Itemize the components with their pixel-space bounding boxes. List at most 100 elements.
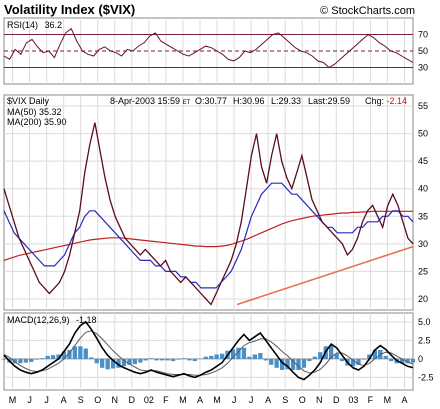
macd-tick-labels: -2.5 0 2.5 5.0 xyxy=(418,317,434,383)
histogram-bar xyxy=(56,354,61,359)
histogram-bar xyxy=(149,358,154,359)
histogram-bar xyxy=(329,345,334,359)
histogram-bar xyxy=(116,358,121,368)
x-tick-label: 02 xyxy=(144,395,154,405)
histogram-bar xyxy=(170,358,176,362)
macd-label: MACD(12,26,9) -1.18 xyxy=(7,315,97,325)
x-tick-label: 03 xyxy=(348,395,358,405)
histogram-bar xyxy=(29,358,34,362)
histogram-bar xyxy=(165,358,170,361)
x-tick-label: A xyxy=(197,395,203,405)
histogram-bar xyxy=(405,358,410,364)
rsi-name: RSI(14) xyxy=(7,20,38,30)
histogram-bar xyxy=(138,358,143,363)
macd-line xyxy=(3,320,414,381)
histogram-bar xyxy=(269,358,274,365)
y-tick-label: 35 xyxy=(418,211,428,221)
histogram-bar xyxy=(160,358,165,361)
x-tick-label: N xyxy=(112,395,119,405)
histogram-bar xyxy=(247,356,252,359)
x-tick-label: M xyxy=(179,395,187,405)
histogram-bar xyxy=(12,358,18,364)
histogram-bar xyxy=(181,358,187,359)
x-tick-label: J xyxy=(232,395,237,405)
rsi-label: RSI(14) 36.2 xyxy=(7,20,62,30)
price-high: H:30.96 xyxy=(233,96,265,106)
histogram-bar xyxy=(154,358,159,361)
price-low: L:29.33 xyxy=(271,96,301,106)
histogram-bar xyxy=(203,356,208,359)
chart-title: Volatility Index ($VIX) xyxy=(4,2,135,17)
price-symbol: $VIX Daily xyxy=(7,96,50,106)
x-axis-labels: M J J A S O N D 02 F M A M J J A S O N D 03 F M A xyxy=(9,395,408,405)
histogram-bar xyxy=(340,358,345,362)
price-last: Last:29.59 xyxy=(308,96,350,106)
price-line xyxy=(3,122,414,306)
histogram-bar xyxy=(280,358,285,370)
histogram-bar xyxy=(67,350,72,359)
price-frame xyxy=(3,94,414,311)
macd-name: MACD(12,26,9) xyxy=(7,315,70,325)
histogram-bar xyxy=(187,358,192,361)
x-tick-label: A xyxy=(61,395,67,405)
histogram-bar xyxy=(334,353,339,359)
ma200-legend: MA(200) 35.90 xyxy=(7,117,67,127)
price-date: 8-Apr-2003 15:59 xyxy=(110,96,180,106)
histogram-bar xyxy=(220,353,225,359)
x-tick-label: O xyxy=(94,395,101,405)
y-tick-label: 20 xyxy=(418,294,428,304)
histogram-bar xyxy=(83,348,88,359)
y-tick-label: 45 xyxy=(418,156,428,166)
histogram-bar xyxy=(301,358,307,368)
histogram-bar xyxy=(296,358,301,370)
histogram-bar xyxy=(105,358,110,370)
histogram-bar xyxy=(1,358,7,360)
histogram-bar xyxy=(34,358,39,360)
price-date-et: ET xyxy=(183,100,191,106)
x-tick-label: J xyxy=(44,395,49,405)
histogram-bar xyxy=(372,350,377,359)
histogram-bar xyxy=(399,358,405,364)
rsi-value: 36.2 xyxy=(45,20,63,30)
rsi-reference-lines xyxy=(4,34,413,68)
x-tick-label: D xyxy=(333,395,340,405)
y-tick-label: -2.5 xyxy=(418,372,434,382)
histogram-bar xyxy=(230,349,236,359)
x-tick-label: S xyxy=(282,395,288,405)
x-tick-label: D xyxy=(129,395,136,405)
y-tick-label: 2.5 xyxy=(418,335,431,345)
x-tick-label: A xyxy=(401,395,407,405)
histogram-bar xyxy=(72,346,77,359)
x-tick-label: O xyxy=(299,395,306,405)
histogram-bar xyxy=(356,358,361,365)
price-tick-labels: 20 25 30 35 40 45 50 55 xyxy=(418,101,428,304)
price-open: O:30.77 xyxy=(195,96,227,106)
macd-grid xyxy=(4,313,413,390)
histogram-bar xyxy=(94,358,99,364)
credit-text: © StockCharts.com xyxy=(320,5,415,17)
histogram-bar xyxy=(132,358,137,365)
ma50-line xyxy=(3,182,414,289)
y-tick-label: 40 xyxy=(418,184,428,194)
histogram-bar xyxy=(274,358,279,368)
x-tick-label: M xyxy=(9,395,17,405)
y-tick-label: 5.0 xyxy=(418,317,431,327)
histogram-bar xyxy=(389,358,394,362)
histogram-bar xyxy=(143,358,148,361)
y-tick-label: 50 xyxy=(418,46,428,56)
histogram-bar xyxy=(78,346,83,359)
x-tick-label: M xyxy=(384,395,392,405)
price-chg-label: Chg: xyxy=(365,96,384,106)
histogram-bar xyxy=(252,354,257,359)
rsi-tick-labels: 30 50 70 xyxy=(418,30,428,73)
rsi-panel: 30 50 70 RSI(14) 36.2 xyxy=(3,17,428,85)
histogram-bar xyxy=(121,358,127,367)
histogram-bar xyxy=(258,353,263,359)
histogram-bar xyxy=(50,355,56,359)
y-tick-label: 30 xyxy=(418,63,428,73)
histogram-bar xyxy=(192,358,197,362)
histogram-bar xyxy=(361,358,367,360)
histogram-bar xyxy=(127,358,132,365)
histogram-bar xyxy=(350,358,356,367)
